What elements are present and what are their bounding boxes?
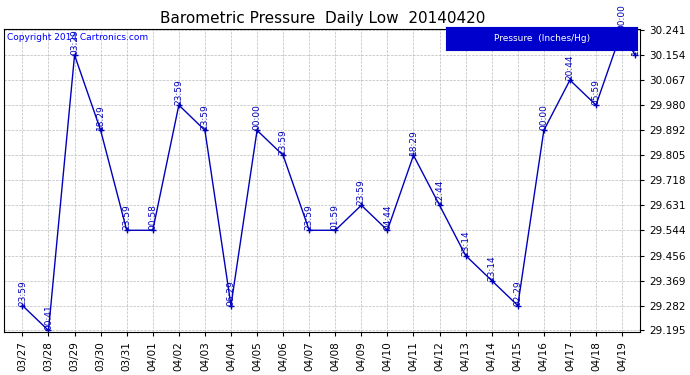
Text: 18:29: 18:29: [409, 130, 418, 155]
Text: 20:44: 20:44: [565, 55, 574, 80]
Text: 23:59: 23:59: [305, 204, 314, 230]
Text: Copyright 2014 Cartronics.com: Copyright 2014 Cartronics.com: [8, 33, 148, 42]
Text: 23:59: 23:59: [18, 280, 27, 306]
Text: 23:59: 23:59: [357, 180, 366, 205]
Text: 00:41: 00:41: [44, 305, 53, 330]
Text: 23:59: 23:59: [122, 204, 131, 230]
Text: 19:44: 19:44: [631, 30, 640, 55]
Text: 03:29: 03:29: [70, 29, 79, 55]
Text: 23:14: 23:14: [461, 230, 470, 255]
Text: 05:59: 05:59: [591, 79, 600, 105]
Text: 23:14: 23:14: [487, 255, 496, 280]
Text: 02:29: 02:29: [513, 280, 522, 306]
Text: 00:00: 00:00: [540, 105, 549, 130]
Text: 00:58: 00:58: [148, 204, 157, 230]
Text: 01:59: 01:59: [331, 204, 339, 230]
Text: 06:29: 06:29: [226, 280, 235, 306]
Text: 00:00: 00:00: [618, 4, 627, 30]
Text: 18:29: 18:29: [96, 105, 105, 130]
Text: 00:00: 00:00: [253, 105, 262, 130]
Text: 04:44: 04:44: [383, 205, 392, 230]
Title: Barometric Pressure  Daily Low  20140420: Barometric Pressure Daily Low 20140420: [159, 11, 485, 26]
Text: 23:59: 23:59: [175, 80, 184, 105]
Text: 22:44: 22:44: [435, 180, 444, 205]
Text: 23:59: 23:59: [200, 105, 210, 130]
Text: 23:59: 23:59: [279, 130, 288, 155]
